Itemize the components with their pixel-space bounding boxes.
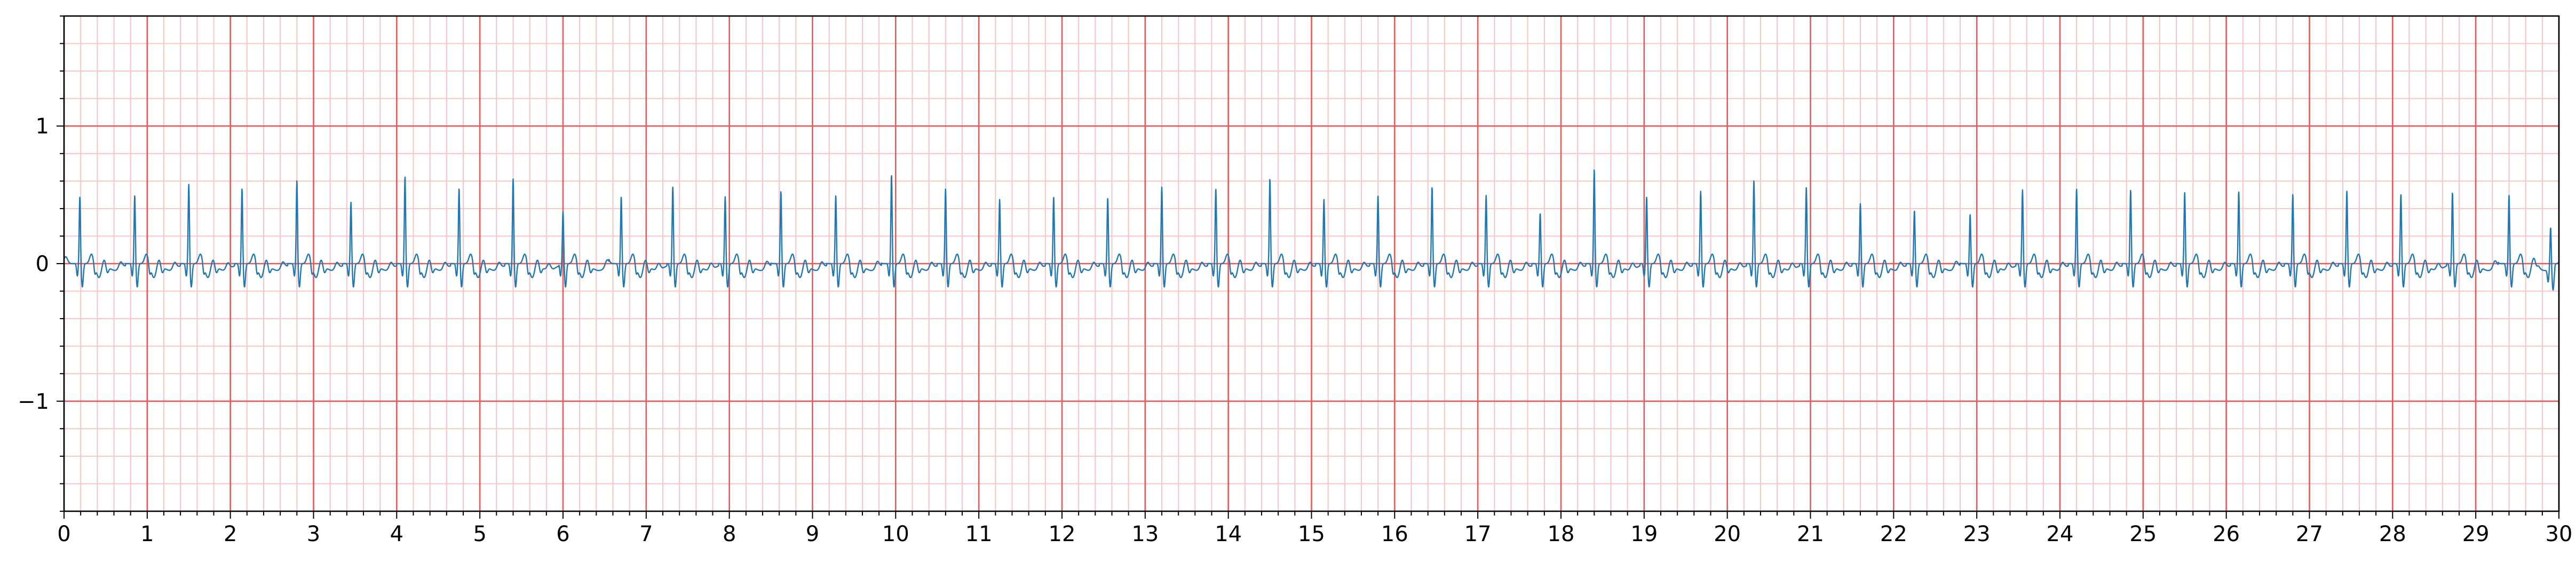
x-tick-label: 22 [1880, 522, 1907, 546]
x-tick-label: 6 [556, 522, 569, 546]
x-tick-label: 2 [224, 522, 237, 546]
y-tick-labels: 1 0 −1 [18, 114, 49, 414]
y-tick-label: −1 [18, 390, 49, 414]
x-tick-label: 21 [1797, 522, 1824, 546]
x-tick-label: 9 [806, 522, 819, 546]
x-tick-label: 18 [1548, 522, 1575, 546]
x-tick-label: 28 [2379, 522, 2406, 546]
x-tick-label: 12 [1049, 522, 1076, 546]
ecg-trace-line [63, 169, 2560, 291]
x-tick-label: 19 [1630, 522, 1658, 546]
x-tick-label: 29 [2462, 522, 2490, 546]
x-tick-label: 20 [1714, 522, 1741, 546]
x-tick-label: 3 [307, 522, 320, 546]
ecg-series [63, 169, 2560, 291]
x-tick-label: 16 [1381, 522, 1408, 546]
x-tick-label: 23 [1963, 522, 1991, 546]
x-tick-label: 25 [2129, 522, 2157, 546]
y-tick-label: 1 [36, 114, 49, 139]
x-tick-label: 11 [965, 522, 993, 546]
x-tick-label: 0 [57, 522, 70, 546]
x-tick-label: 30 [2546, 522, 2573, 546]
x-tick-label: 5 [473, 522, 486, 546]
x-tick-label: 17 [1464, 522, 1492, 546]
x-tick-label: 8 [723, 522, 736, 546]
x-tick-label: 4 [390, 522, 403, 546]
x-tick-labels: 0 1 2 3 4 5 6 7 8 9 10 11 12 13 14 15 16 17 18 19 20 21 22 23 24… [57, 522, 2572, 546]
x-tick-label: 10 [882, 522, 909, 546]
x-tick-label: 14 [1215, 522, 1242, 546]
x-tick-label: 13 [1131, 522, 1159, 546]
x-tick-label: 24 [2047, 522, 2074, 546]
x-tick-label: 27 [2296, 522, 2323, 546]
x-tick-label: 1 [140, 522, 154, 546]
x-tick-label: 15 [1298, 522, 1325, 546]
x-tick-label: 26 [2213, 522, 2240, 546]
y-tick-label: 0 [36, 252, 49, 276]
x-tick-label: 7 [639, 522, 653, 546]
axes [57, 15, 2560, 519]
